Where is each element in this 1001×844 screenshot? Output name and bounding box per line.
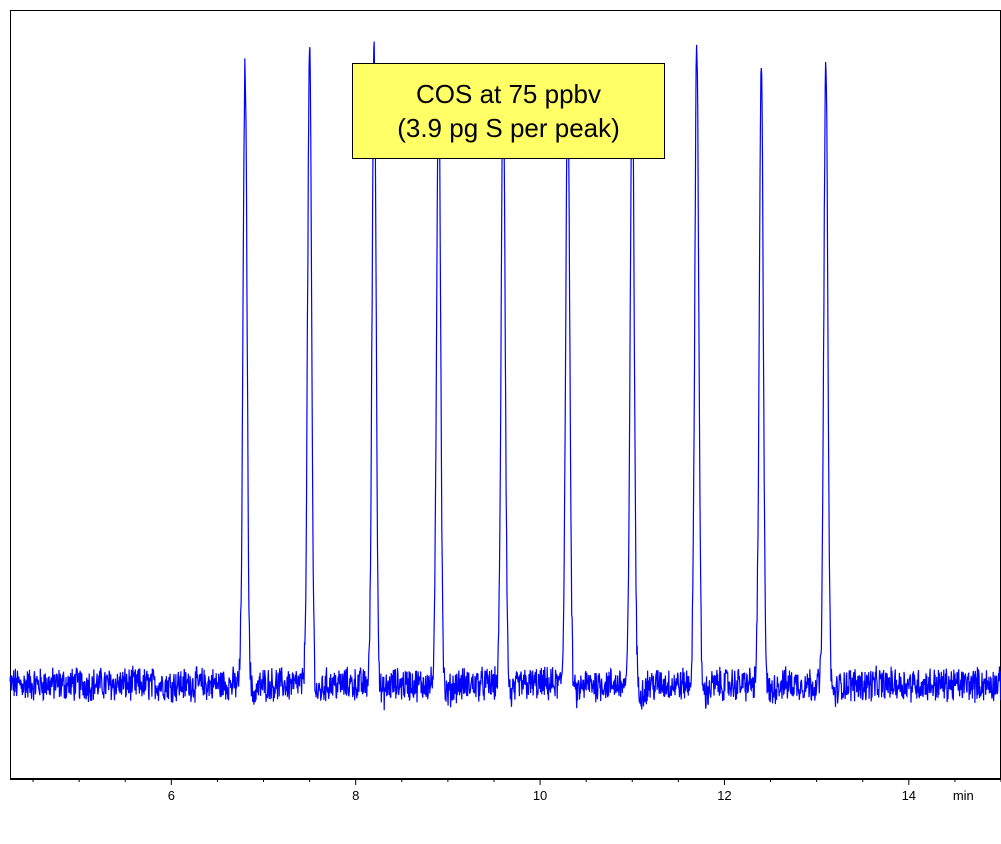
series-group: [9, 41, 1001, 711]
x-tick-label: 12: [717, 788, 731, 803]
x-tick-label: 8: [352, 788, 359, 803]
annotation-line-1: COS at 75 ppbv: [416, 79, 601, 109]
x-axis-ticks: 6 8 10 12 14 min: [32, 779, 1001, 803]
annotation-line-2: (3.9 pg S per peak): [397, 113, 620, 143]
x-tick-label: 10: [533, 788, 547, 803]
x-unit-label: min: [953, 788, 974, 803]
x-tick-label: 6: [168, 788, 175, 803]
x-tick-label: 14: [902, 788, 916, 803]
series-line: [9, 41, 1001, 711]
annotation-box: COS at 75 ppbv (3.9 pg S per peak): [352, 63, 665, 159]
